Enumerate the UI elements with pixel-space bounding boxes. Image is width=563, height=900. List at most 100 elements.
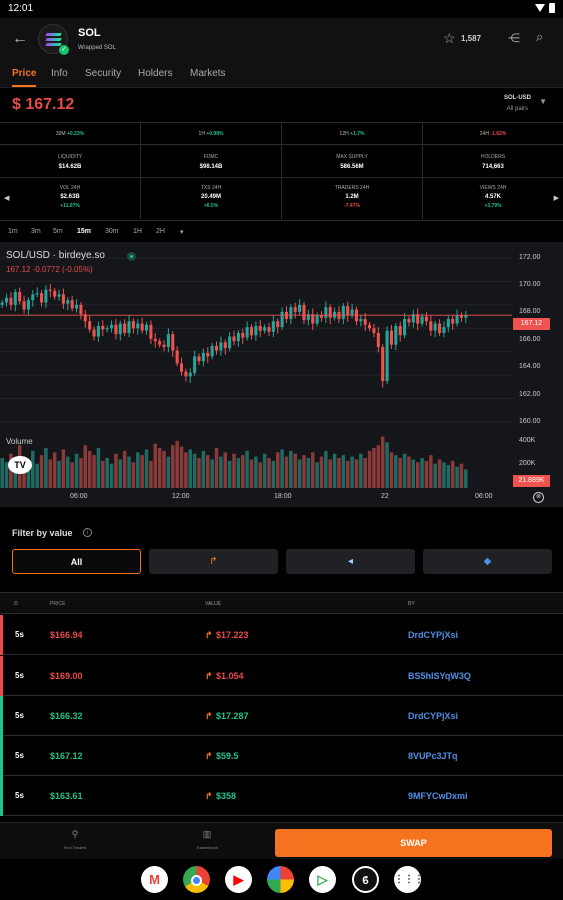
scroll-left-icon[interactable]: ◀ bbox=[4, 195, 10, 202]
find-traders-button[interactable]: ⚲ Find Traders bbox=[40, 829, 110, 850]
tab-info[interactable]: Info bbox=[51, 68, 68, 79]
volume-bar bbox=[407, 456, 411, 488]
volume-bar bbox=[376, 445, 381, 488]
candle-body bbox=[245, 327, 249, 338]
chart-canvas[interactable] bbox=[0, 242, 563, 507]
volume-bar bbox=[61, 449, 66, 488]
volume-bar bbox=[122, 450, 127, 488]
interval-1m[interactable]: 1m bbox=[8, 228, 18, 235]
apps-icon[interactable]: ⋮⋮⋮ bbox=[394, 866, 424, 893]
scroll-right-icon[interactable]: ▶ bbox=[553, 195, 559, 202]
volume-label: Volume bbox=[6, 437, 33, 446]
tab-security[interactable]: Security bbox=[85, 68, 122, 79]
interval-more-chevron-icon[interactable]: ▾ bbox=[180, 229, 184, 236]
youtube-icon[interactable]: ▶ bbox=[225, 866, 252, 893]
change-30m: 30M +0.23% bbox=[0, 123, 141, 144]
x-tick: 18:00 bbox=[274, 493, 292, 500]
trader-address-link[interactable]: DrdCYPjXsi bbox=[408, 711, 459, 721]
trade-age: 5s bbox=[15, 630, 24, 639]
candle-body bbox=[123, 323, 127, 333]
table-row[interactable]: 5s $166.94 ↱ $17.223 DrdCYPjXsi bbox=[0, 615, 563, 655]
filter-all-button[interactable]: All bbox=[12, 549, 141, 574]
candle-body bbox=[359, 318, 363, 322]
volume-bar bbox=[26, 460, 31, 488]
interval-3m[interactable]: 3m bbox=[31, 228, 41, 235]
filter-whale-button[interactable]: ◆ bbox=[423, 549, 552, 574]
trade-price: $163.61 bbox=[50, 791, 83, 801]
candle-body bbox=[70, 300, 74, 309]
volume-bar bbox=[337, 458, 341, 488]
price-chart[interactable]: SOL/USD · birdeye.so 167.12 -0.0772 (-0.… bbox=[0, 242, 563, 507]
share-icon[interactable]: ⋲ bbox=[508, 31, 520, 45]
back-arrow-icon[interactable]: ← bbox=[12, 30, 28, 47]
sell-indicator bbox=[0, 656, 3, 696]
x-tick: 12:00 bbox=[172, 493, 190, 500]
trader-address-link[interactable]: DrdCYPjXsi bbox=[408, 630, 459, 640]
candle-body bbox=[44, 289, 48, 303]
table-row[interactable]: 5s $169.00 ↱ $1.054 BS5hISYqW3Q bbox=[0, 656, 563, 696]
volume-bar bbox=[324, 450, 328, 488]
candle-body bbox=[271, 321, 275, 332]
candle-body bbox=[193, 356, 197, 373]
birdeye-icon[interactable]: ϐ bbox=[352, 866, 379, 893]
volume-bar bbox=[153, 443, 158, 488]
chart-reset-icon[interactable]: ⊗ bbox=[533, 492, 544, 503]
swap-button[interactable]: SWAP bbox=[275, 829, 552, 857]
tradingview-logo-icon[interactable]: TV bbox=[8, 456, 32, 474]
candle-body bbox=[35, 293, 39, 295]
volume-bar bbox=[175, 440, 179, 488]
play-store-icon[interactable]: ▷ bbox=[309, 866, 336, 893]
volume-bar bbox=[118, 459, 123, 488]
volume-bar bbox=[166, 456, 171, 488]
info-icon[interactable]: i bbox=[83, 528, 92, 537]
filter-shrimp-button[interactable]: ↱ bbox=[149, 549, 278, 574]
interval-15m[interactable]: 15m bbox=[77, 228, 92, 235]
volume-bar bbox=[57, 460, 61, 488]
watchlist-star-icon[interactable]: ☆ bbox=[443, 30, 456, 46]
trackerbook-label: Trackerbook bbox=[195, 845, 219, 850]
photos-icon[interactable] bbox=[267, 866, 294, 893]
volume-bar bbox=[315, 462, 319, 488]
volume-bar bbox=[184, 452, 188, 488]
trader-address-link[interactable]: 9MFYCwDxmi bbox=[408, 791, 468, 801]
trader-address-link[interactable]: 8VUPc3JTq bbox=[408, 751, 458, 761]
volume-bar bbox=[4, 462, 9, 488]
volume-bar bbox=[363, 458, 367, 488]
tab-price[interactable]: Price bbox=[12, 68, 37, 87]
table-row[interactable]: 5s $163.61 ↱ $358 9MFYCwDxmi bbox=[0, 776, 563, 816]
candle-body bbox=[26, 300, 30, 310]
trade-age: 5s bbox=[15, 751, 24, 760]
candle-body bbox=[385, 330, 389, 381]
candle-body bbox=[13, 291, 17, 305]
sol-token-logo: ✓ bbox=[38, 24, 69, 55]
volume-bar bbox=[144, 449, 149, 488]
gmail-icon[interactable]: M bbox=[141, 866, 168, 893]
interval-5m[interactable]: 5m bbox=[53, 228, 63, 235]
tab-markets[interactable]: Markets bbox=[190, 68, 226, 79]
x-tick: 22 bbox=[381, 493, 389, 500]
candle-body bbox=[411, 314, 415, 323]
volume-bar bbox=[359, 453, 363, 488]
table-row[interactable]: 5s $166.32 ↱ $17.287 DrdCYPjXsi bbox=[0, 696, 563, 736]
filter-fish-button[interactable]: ◂ bbox=[286, 549, 415, 574]
all-pairs-label[interactable]: All pairs bbox=[506, 106, 528, 112]
chrome-icon[interactable] bbox=[183, 866, 210, 893]
volume-bar bbox=[437, 459, 442, 488]
pair-selector[interactable]: SOL-USD bbox=[504, 95, 531, 101]
chevron-down-icon[interactable]: ▼ bbox=[539, 97, 547, 106]
search-icon[interactable]: ⌕ bbox=[536, 29, 544, 44]
interval-30m[interactable]: 30m bbox=[105, 228, 119, 235]
candle-body bbox=[289, 307, 293, 319]
wifi-icon bbox=[535, 4, 545, 12]
find-traders-label: Find Traders bbox=[63, 845, 87, 850]
trade-age: 5s bbox=[15, 671, 24, 680]
candle-body bbox=[219, 342, 223, 351]
volume-bar bbox=[210, 459, 214, 488]
interval-1h[interactable]: 1H bbox=[133, 228, 142, 235]
candle-body bbox=[407, 318, 411, 323]
tab-holders[interactable]: Holders bbox=[138, 68, 173, 79]
trader-address-link[interactable]: BS5hISYqW3Q bbox=[408, 671, 471, 681]
trackerbook-button[interactable]: ▥ Trackerbook bbox=[172, 829, 242, 850]
table-row[interactable]: 5s $167.12 ↱ $59.5 8VUPc3JTq bbox=[0, 736, 563, 776]
interval-2h[interactable]: 2H bbox=[156, 228, 165, 235]
